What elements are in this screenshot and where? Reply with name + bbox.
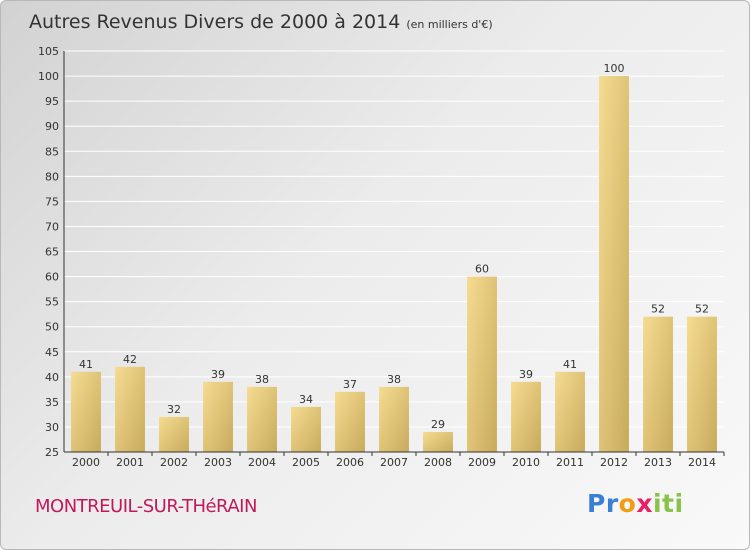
y-tick-label: 95 [45, 95, 59, 108]
bar-2012 [599, 76, 629, 452]
bar-value-label: 42 [123, 353, 137, 366]
chart-unit: (en milliers d'€) [406, 18, 493, 31]
bar-value-label: 38 [387, 373, 401, 386]
y-tick-label: 45 [45, 346, 59, 359]
bar-value-label: 52 [695, 303, 709, 316]
y-tick-label: 35 [45, 396, 59, 409]
y-tick-label: 80 [45, 170, 59, 183]
bar-2007 [379, 386, 409, 452]
y-tick-label: 105 [38, 45, 59, 58]
bar-value-label: 39 [519, 368, 533, 381]
bar-2014 [687, 316, 717, 452]
y-tick-label: 30 [45, 421, 59, 434]
x-tick-label: 2008 [424, 456, 452, 469]
axes [63, 51, 724, 453]
bar-2013 [643, 316, 673, 452]
y-tick-label: 90 [45, 120, 59, 133]
x-tick-label: 2002 [160, 456, 188, 469]
y-tick-label: 100 [38, 70, 59, 83]
chart-title: Autres Revenus Divers de 2000 à 2014 (en … [29, 11, 493, 33]
bar-value-label: 37 [343, 378, 357, 391]
x-tick-label: 2013 [644, 456, 672, 469]
x-tick-label: 2003 [204, 456, 232, 469]
y-tick-label: 55 [45, 296, 59, 309]
proxiti-logo[interactable]: Proxiti [587, 489, 684, 518]
bar-value-label: 38 [255, 373, 269, 386]
bar-2002 [159, 416, 189, 452]
bar-value-label: 32 [167, 403, 181, 416]
y-tick-label: 65 [45, 246, 59, 259]
x-tick-label: 2005 [292, 456, 320, 469]
bar-value-label: 29 [431, 418, 445, 431]
x-tick-label: 2006 [336, 456, 364, 469]
chart-title-text: Autres Revenus Divers de 2000 à 2014 [29, 11, 401, 33]
bar-value-label: 100 [604, 62, 625, 75]
bar-value-label: 34 [299, 393, 313, 406]
bar-2006 [335, 391, 365, 452]
bar-value-label: 39 [211, 368, 225, 381]
bar-2005 [291, 406, 321, 452]
x-tick-label: 2000 [72, 456, 100, 469]
place-name: MONTREUIL-SUR-THéRAIN [35, 496, 257, 517]
bar-2004 [247, 386, 277, 452]
y-tick-label: 75 [45, 195, 59, 208]
x-tick-label: 2007 [380, 456, 408, 469]
y-tick-label: 70 [45, 220, 59, 233]
y-axis-ticks: 25 30 35 40 45 50 55 60 65 70 75 80 85 90 95 100 105 [38, 45, 59, 459]
bar-2011 [555, 371, 585, 452]
x-tick-label: 2011 [556, 456, 584, 469]
bar-2000 [71, 371, 101, 452]
y-tick-label: 85 [45, 145, 59, 158]
y-tick-label: 25 [45, 446, 59, 459]
y-tick-label: 40 [45, 371, 59, 384]
bar-value-label: 60 [475, 263, 489, 276]
bar-2009 [467, 276, 497, 452]
bar-value-label: 41 [79, 358, 93, 371]
bar-value-label: 52 [651, 303, 665, 316]
x-axis-ticks: 2000 2001 2002 2003 2004 2005 2006 2007 2008 2009… [72, 452, 725, 469]
x-tick-label: 2012 [600, 456, 628, 469]
bar-value-label: 41 [563, 358, 577, 371]
x-tick-label: 2010 [512, 456, 540, 469]
y-tick-label: 60 [45, 271, 59, 284]
y-tick-label: 50 [45, 321, 59, 334]
bars: 41 42 32 39 38 34 37 38 29 60 39 41 100 52 52 [71, 62, 717, 452]
bar-2010 [511, 381, 541, 452]
x-tick-label: 2009 [468, 456, 496, 469]
x-tick-label: 2004 [248, 456, 276, 469]
x-tick-label: 2014 [688, 456, 716, 469]
bar-2001 [115, 366, 145, 452]
bar-2008 [423, 431, 453, 452]
x-tick-label: 2001 [116, 456, 144, 469]
bar-2003 [203, 381, 233, 452]
